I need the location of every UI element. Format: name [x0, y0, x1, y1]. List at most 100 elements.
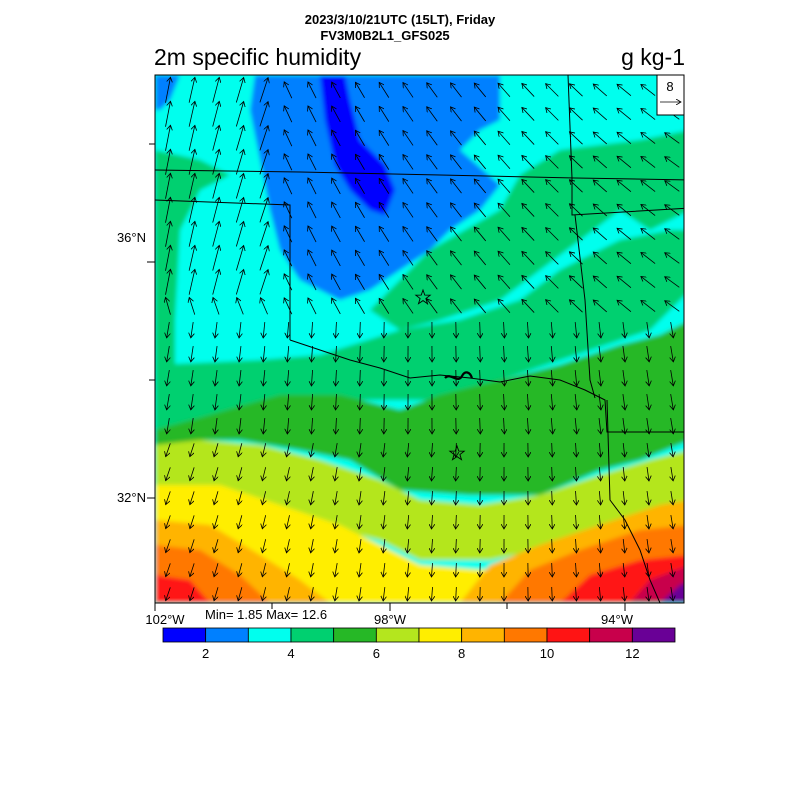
wind-arrow — [546, 276, 559, 289]
wind-arrow — [284, 274, 293, 291]
wind-arrow — [238, 539, 242, 553]
wind-arrow — [403, 251, 414, 266]
wind-arrow — [450, 227, 462, 242]
wind-arrow — [259, 126, 268, 151]
wind-arrow — [665, 229, 680, 240]
wind-arrow — [188, 125, 195, 151]
wind-arrow — [641, 300, 656, 312]
wind-arrow — [498, 299, 511, 314]
wind-arrow — [167, 394, 170, 410]
wind-arrow — [165, 149, 171, 175]
wind-arrow — [263, 418, 265, 434]
wind-arrow — [593, 156, 608, 169]
wind-arrow — [546, 252, 559, 265]
wind-arrow — [576, 514, 577, 529]
wind-arrow — [383, 563, 385, 577]
wind-arrow — [188, 245, 195, 271]
wind-arrow — [527, 321, 528, 338]
wind-arrow — [407, 514, 408, 529]
wind-arrow — [427, 275, 438, 290]
wind-arrow — [311, 417, 312, 434]
wind-arrow — [665, 157, 680, 168]
wind-arrow — [623, 563, 625, 577]
wind-arrow — [308, 82, 317, 99]
wind-arrow — [237, 298, 244, 315]
wind-arrow — [474, 155, 487, 170]
wind-arrow — [569, 252, 583, 265]
wind-arrow — [336, 369, 337, 386]
wind-arrow — [551, 369, 552, 386]
wind-arrow — [480, 393, 481, 410]
min-max-stats: Min= 1.85 Max= 12.6 — [205, 607, 328, 622]
wind-arrow — [212, 197, 220, 223]
wind-arrow — [379, 226, 390, 242]
wind-arrow — [284, 178, 293, 195]
wind-arrow — [212, 149, 220, 175]
wind-arrow — [647, 515, 649, 529]
wind-arrow — [286, 515, 289, 529]
wind-arrow — [403, 275, 414, 290]
wind-arrow — [474, 203, 487, 218]
wind-arrow — [311, 345, 312, 362]
wind-arrow — [335, 515, 337, 529]
wind-arrow — [647, 491, 649, 505]
wind-arrow — [213, 298, 220, 315]
wind-arrow — [427, 131, 438, 146]
wind-arrow — [647, 467, 649, 481]
map-units: g kg-1 — [621, 44, 685, 70]
wind-arrow — [599, 346, 601, 362]
wind-arrow — [576, 538, 577, 553]
wind-arrow — [166, 467, 171, 480]
wind-arrow — [190, 515, 195, 528]
wind-arrow — [522, 299, 535, 313]
wind-arrow — [546, 228, 559, 241]
wind-arrow — [671, 418, 674, 434]
wind-arrow — [379, 202, 390, 218]
wind-arrow — [286, 467, 289, 481]
wind-arrow — [431, 442, 432, 457]
wind-arrow — [617, 84, 632, 97]
wind-arrow — [480, 417, 481, 434]
wind-arrow — [284, 154, 293, 171]
wind-arrow — [474, 251, 487, 266]
wind-arrow — [359, 491, 361, 505]
wind-arrow — [191, 346, 193, 362]
wind-arrow — [284, 106, 293, 123]
wind-arrow — [569, 228, 583, 241]
wind-arrow — [599, 514, 600, 529]
wind-arrow — [647, 346, 649, 362]
wind-arrow — [335, 563, 337, 577]
colorbar-swatch — [247, 627, 292, 643]
colorbar-swatch — [631, 627, 676, 643]
colorbar-swatch — [461, 627, 505, 643]
wind-arrow — [551, 417, 552, 434]
colorbar-tick-label: 8 — [458, 646, 465, 661]
wind-arrow — [671, 346, 674, 362]
wind-arrow — [407, 442, 408, 457]
wind-arrow — [165, 173, 171, 199]
wind-arrow — [190, 467, 195, 480]
wind-arrow — [284, 226, 293, 243]
wind-arrow — [504, 369, 505, 386]
wind-arrow — [308, 298, 317, 315]
map-title: 2m specific humidity — [154, 44, 362, 70]
wind-arrow — [593, 252, 608, 265]
wind-arrow — [167, 322, 170, 338]
wind-arrow — [359, 539, 361, 553]
wind-arrow — [641, 132, 656, 144]
wind-arrow — [456, 466, 457, 481]
colorbar-swatch — [589, 627, 633, 643]
wind-arrow — [665, 133, 680, 144]
wind-arrow — [480, 369, 481, 386]
city-marker-north — [414, 288, 432, 305]
wind-arrow — [191, 370, 193, 386]
wind-arrow — [332, 250, 341, 267]
wind-arrow — [474, 299, 487, 314]
lon-label-98w: 98°W — [374, 612, 407, 627]
wind-arrow — [522, 275, 535, 289]
wind-arrow — [407, 490, 408, 505]
colorbar-swatch — [162, 627, 207, 643]
wind-arrow — [263, 322, 265, 338]
colorbar-swatch — [418, 627, 463, 643]
wind-arrow — [311, 467, 314, 481]
